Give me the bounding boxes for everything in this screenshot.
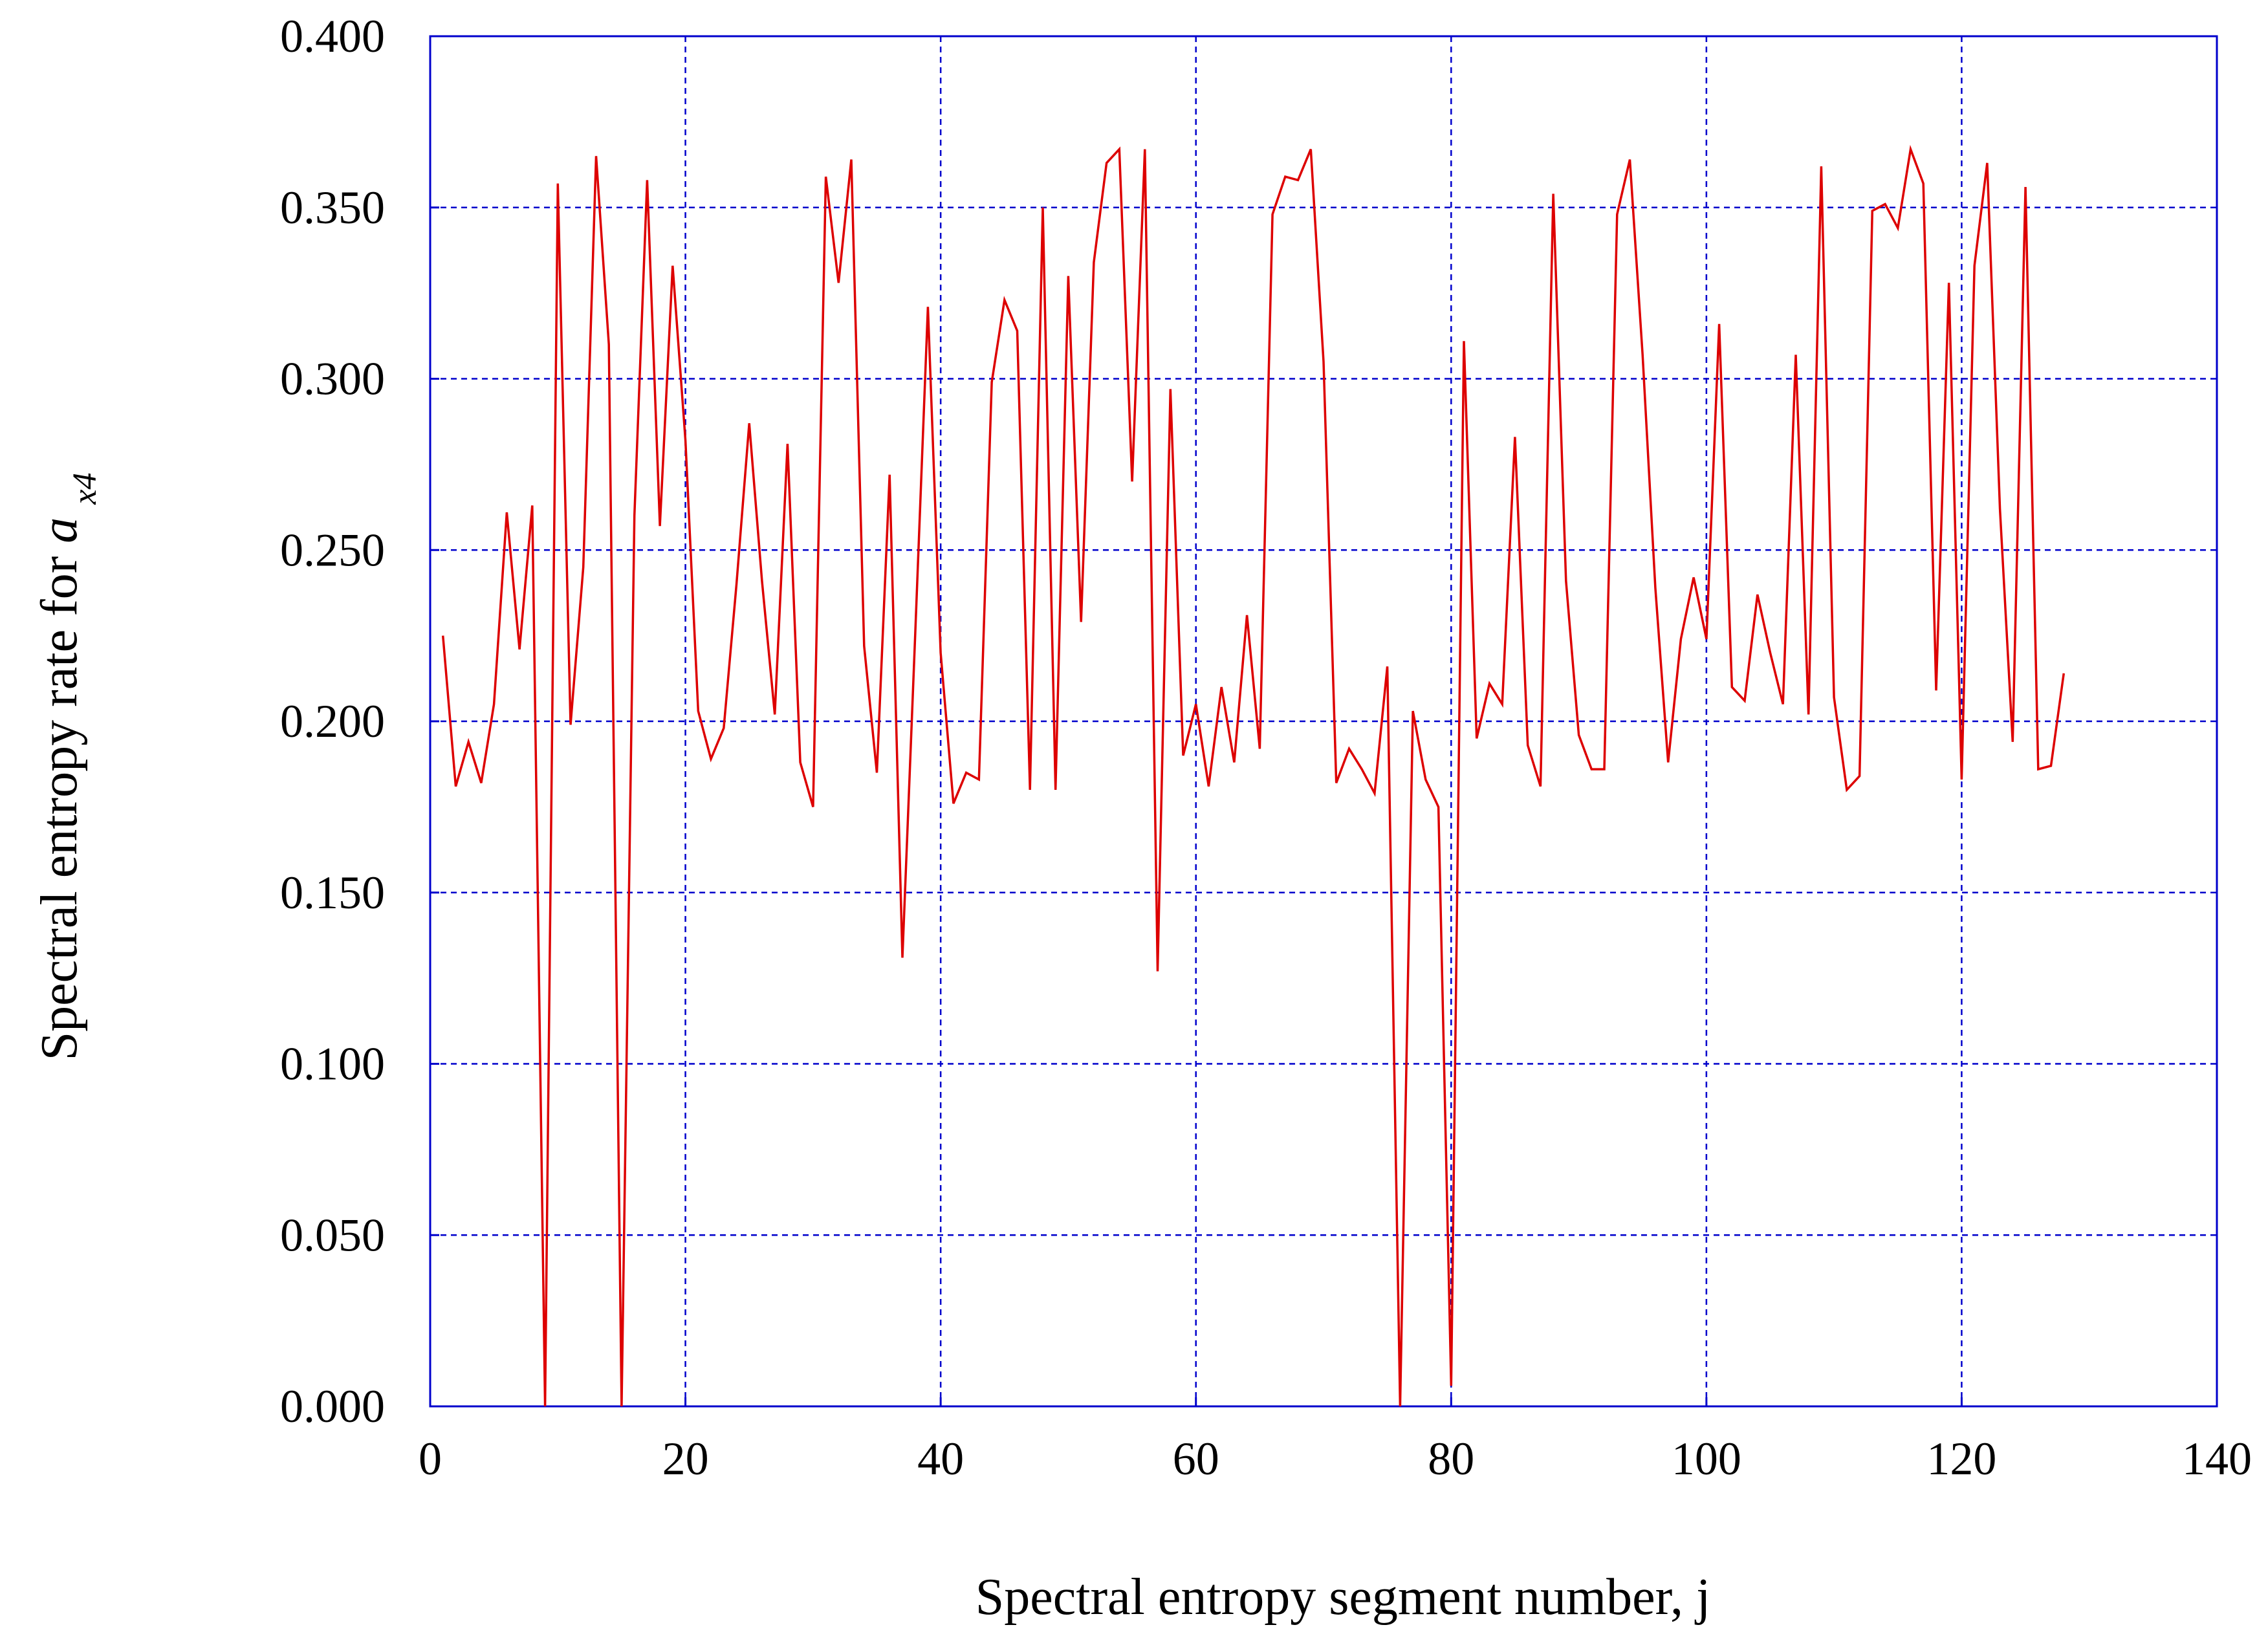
y-tick-label: 0.350 (280, 182, 385, 234)
y-tick-label: 0.100 (280, 1038, 385, 1090)
y-axis-title-symbol: a (31, 518, 88, 543)
y-tick-label: 0.250 (280, 524, 385, 576)
y-axis-title-main: Spectral entropy rate for (31, 543, 88, 1061)
x-tick-label: 140 (2182, 1433, 2252, 1485)
y-tick-label: 0.150 (280, 867, 385, 919)
x-tick-label: 0 (419, 1433, 442, 1485)
y-axis: 0.000 0.050 0.100 0.150 0.200 0.250 0.300 0.350… (280, 10, 439, 1432)
y-axis-title: Spectral entropy rate for a x4 (31, 473, 104, 1061)
x-axis-title: Spectral entropy segment number, j (976, 1569, 1710, 1626)
x-tick-label: 120 (1926, 1433, 1996, 1485)
gridlines (430, 36, 2217, 1406)
x-tick-label: 40 (917, 1433, 964, 1485)
y-tick-label: 0.000 (280, 1380, 385, 1432)
series-line (441, 144, 2066, 1407)
x-tick-label: 80 (1428, 1433, 1474, 1485)
y-tick-label: 0.050 (280, 1209, 385, 1261)
y-axis-title-subscript: x4 (67, 473, 104, 505)
x-tick-label: 20 (662, 1433, 709, 1485)
x-tick-label: 100 (1672, 1433, 1741, 1485)
y-tick-label: 0.300 (280, 353, 385, 405)
y-tick-label: 0.200 (280, 695, 385, 747)
x-axis: 0 20 40 60 80 100 120 140 (419, 1397, 2252, 1485)
x-tick-label: 60 (1173, 1433, 1219, 1485)
y-tick-label: 0.400 (280, 10, 385, 62)
